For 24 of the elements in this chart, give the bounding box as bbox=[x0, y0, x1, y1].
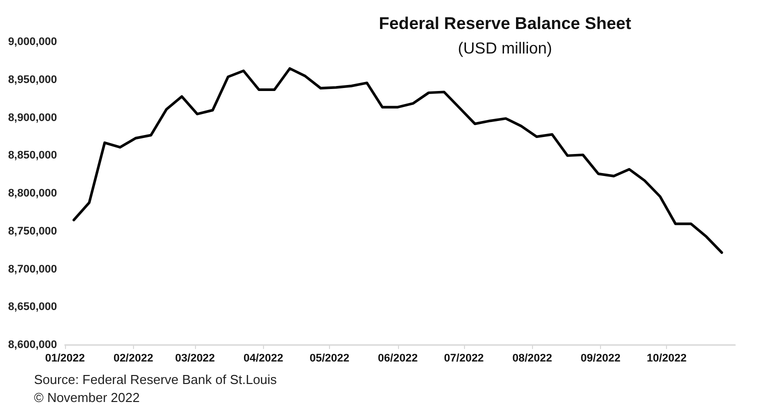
line-series bbox=[72, 67, 724, 254]
y-tick-label: 8,800,000 bbox=[8, 188, 57, 200]
y-tick-label: 8,700,000 bbox=[8, 263, 57, 276]
y-tick-label: 8,900,000 bbox=[8, 112, 57, 124]
chart-title: Federal Reserve Balance Sheet bbox=[378, 14, 632, 33]
y-tick-label: 8,600,000 bbox=[8, 339, 57, 351]
y-tick-label: 8,650,000 bbox=[8, 301, 57, 314]
y-tick-label: 8,950,000 bbox=[8, 74, 57, 86]
x-tick-label: 10/2022 bbox=[646, 352, 687, 364]
chart-subtitle: (USD million) bbox=[458, 40, 552, 58]
y-tick-label: 9,000,000 bbox=[8, 36, 57, 48]
x-tick-label: 01/2022 bbox=[45, 352, 85, 364]
y-tick-label: 8,750,000 bbox=[8, 225, 57, 238]
text: © November 2022 bbox=[34, 390, 140, 405]
x-tick-label: 07/2022 bbox=[444, 352, 484, 364]
x-tick-label: 02/2022 bbox=[113, 352, 154, 364]
x-tick-label: 08/2022 bbox=[512, 352, 552, 364]
source-note: Source: Federal Reserve Bank of St.Louis bbox=[34, 372, 278, 387]
x-tick-label: 09/2022 bbox=[580, 352, 620, 364]
x-tick-label: 06/2022 bbox=[378, 352, 418, 364]
x-tick-label: 04/2022 bbox=[243, 352, 284, 364]
x-tick-label: 05/2022 bbox=[310, 352, 350, 364]
y-tick-label: 8,850,000 bbox=[8, 150, 57, 162]
x-tick-label: 03/2022 bbox=[175, 352, 215, 364]
